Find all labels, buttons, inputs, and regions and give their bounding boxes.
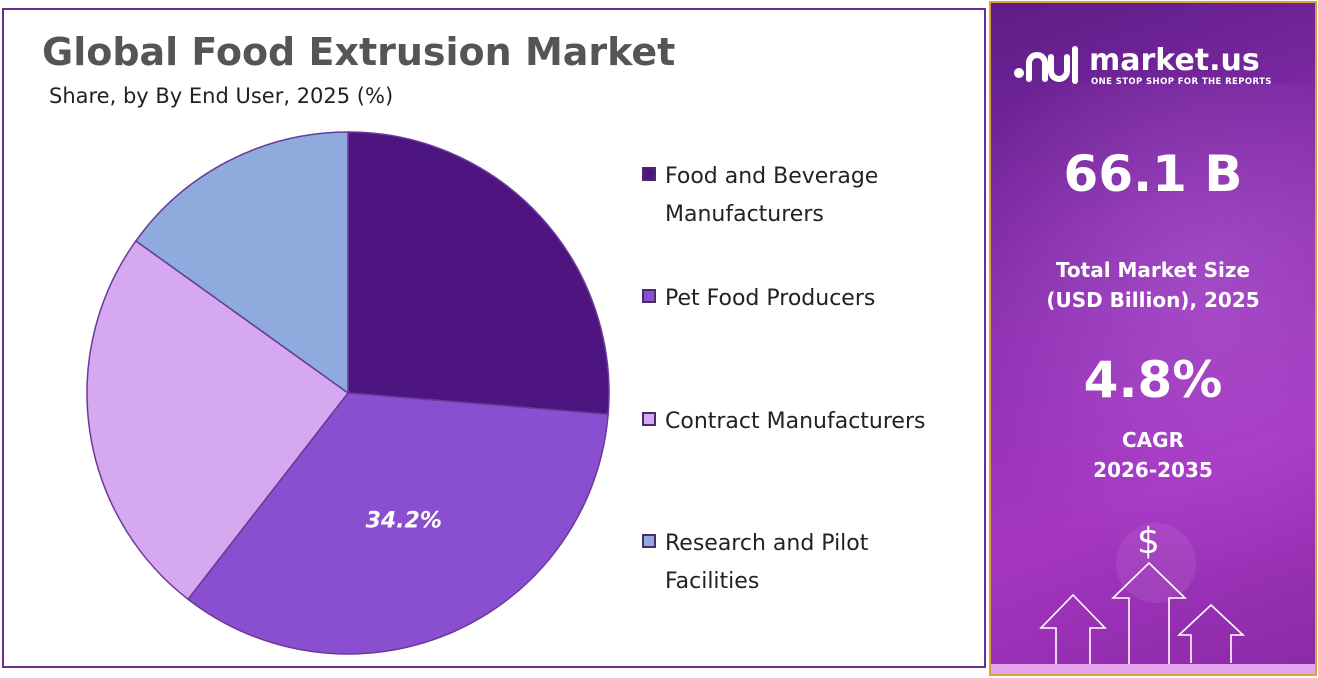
market-size-label-line2: (USD Billion), 2025 (1046, 288, 1260, 312)
market-size-label-line1: Total Market Size (1055, 258, 1251, 282)
brand: market.us ONE STOP SHOP FOR THE REPORTS (1013, 41, 1303, 91)
market-size-value: 66.1 B (1063, 145, 1243, 203)
legend-swatch (642, 289, 656, 303)
chart-title: Global Food Extrusion Market (42, 30, 676, 74)
brand-tagline: ONE STOP SHOP FOR THE REPORTS (1091, 77, 1272, 87)
legend-label-line1: Research and Pilot (665, 531, 869, 556)
legend-item-food-beverage: Food and Beverage Manufacturers (642, 158, 982, 234)
pie-data-label: 34.2% (366, 509, 442, 534)
chart-subtitle: Share, by By End User, 2025 (%) (49, 84, 394, 108)
cagr-label-line1: CAGR (1122, 428, 1184, 452)
footer-bar (991, 664, 1315, 674)
pie-slice-contract (86, 239, 350, 601)
pie-slice-research (134, 131, 349, 395)
legend-swatch (642, 167, 656, 181)
cagr-label-line2: 2026-2035 (1093, 458, 1213, 482)
legend-label-line1: Food and Beverage (665, 164, 879, 189)
legend-item-pet-food: Pet Food Producers (642, 280, 982, 318)
summary-panel: market.us ONE STOP SHOP FOR THE REPORTS … (989, 1, 1317, 676)
brand-name: market.us (1089, 43, 1260, 78)
growth-arrows-icon (1039, 523, 1246, 673)
legend-item-contract: Contract Manufacturers (642, 403, 982, 441)
legend-label-line1: Contract Manufacturers (665, 409, 926, 434)
pie-slice-food-beverage (347, 131, 610, 416)
legend-swatch (642, 534, 656, 548)
legend-label-line1: Pet Food Producers (665, 286, 876, 311)
chart-panel: Global Food Extrusion Market Share, by B… (2, 8, 986, 668)
legend-item-research: Research and Pilot Facilities (642, 525, 982, 601)
legend-label-line2: Manufacturers (665, 202, 824, 227)
background-glow (991, 83, 1315, 603)
cagr-value: 4.8% (1083, 351, 1223, 409)
dollar-icon: $ (1137, 521, 1160, 562)
pie-chart: 34.2% (86, 131, 610, 655)
legend-swatch (642, 412, 656, 426)
legend-label-line2: Facilities (665, 569, 760, 594)
pie-slice-pet-food (186, 392, 609, 655)
market-us-logo-icon (1014, 46, 1078, 84)
